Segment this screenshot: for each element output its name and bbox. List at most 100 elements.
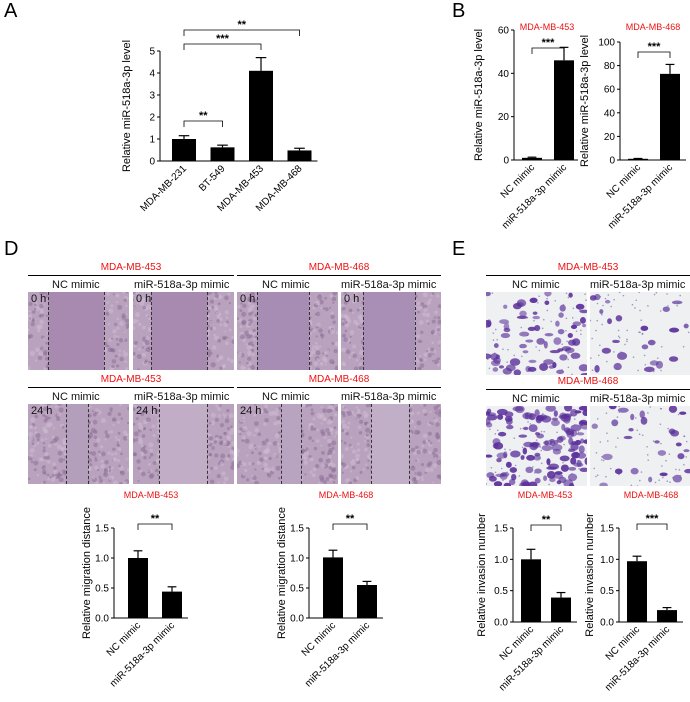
migration-divider-468-0h <box>237 275 441 276</box>
bar <box>323 557 343 618</box>
y-tick-label: 1.0 <box>494 555 508 566</box>
bar <box>172 139 196 161</box>
y-tick-label: 60 <box>498 26 510 37</box>
y-tick-label: 60 <box>604 85 616 96</box>
invasion-label-nc-468: NC mimic <box>512 393 560 405</box>
bar <box>210 147 235 161</box>
panel-letter-a: A <box>4 0 18 22</box>
y-tick-label: 3 <box>149 91 155 102</box>
migration-label-mimic-468-0h: miR-518a-3p mimic <box>341 279 437 291</box>
chart-b-mda-mb-468: MDA-MB-468 0 20 40 60 80 100 Relative miR-518a-… <box>579 22 686 231</box>
panel-letter-b: B <box>452 0 466 22</box>
chart-e-mda-mb-453: MDA-MB-453 0.0 0.5 1.0 1.5 Relative invasion … <box>476 490 577 693</box>
invasion-header-453: MDA-MB-453 <box>557 262 619 273</box>
chart-title: MDA-MB-468 <box>626 22 681 32</box>
y-tick-label: 20 <box>498 112 510 123</box>
migration-divider-453-24h <box>28 387 234 388</box>
migration-image-468-nc-0h: 0 h <box>237 292 338 370</box>
migration-image-453-mimic-0h: 0 h <box>133 292 234 370</box>
time-label-0h: 0 h <box>31 293 47 305</box>
y-tick-label: 0.5 <box>494 586 508 597</box>
chart-title: MDA-MB-453 <box>124 490 179 500</box>
y-tick-label: 0 <box>609 156 615 167</box>
x-tick-label: BT-549 <box>197 163 228 194</box>
y-tick-label: 40 <box>498 69 510 80</box>
migration-image-453-nc-0h: 0 h <box>28 292 129 370</box>
significance-bracket <box>636 523 668 530</box>
y-tick-label: 0 <box>149 157 155 168</box>
bar <box>128 558 148 618</box>
y-axis-label: Relative invasion number <box>584 513 596 637</box>
significance-label: *** <box>542 37 556 49</box>
bar <box>287 150 312 161</box>
chart-b-mda-mb-453: MDA-MB-453 0 20 40 60 Relative miR-518a-3p le… <box>473 22 578 231</box>
bar <box>551 597 571 622</box>
y-tick-label: 1.0 <box>290 554 304 565</box>
time-label-0h: 0 h <box>344 293 360 305</box>
time-label-0h: 0 h <box>240 293 256 305</box>
y-tick-label: 1 <box>149 135 155 146</box>
bar <box>657 610 677 622</box>
y-tick-label: 20 <box>604 132 616 143</box>
y-tick-label: 1.5 <box>600 524 614 535</box>
bar <box>357 585 377 618</box>
migration-label-nc-453-24h: NC mimic <box>52 391 100 403</box>
y-axis-label: Relative miR-518a-3p level <box>473 29 485 161</box>
migration-header-453-0h: MDA-MB-453 <box>100 262 162 273</box>
bar <box>522 157 542 160</box>
invasion-image-468-nc <box>486 406 587 486</box>
chart-title: MDA-MB-453 <box>520 22 575 32</box>
migration-label-nc-453-0h: NC mimic <box>52 279 100 291</box>
time-label-24h: 24 h <box>240 405 262 417</box>
migration-label-mimic-453-24h: miR-518a-3p mimic <box>134 391 230 403</box>
x-tick-label: miR-518a-3p mimic <box>606 162 675 231</box>
x-tick-label: MDA-MB-231 <box>139 163 190 214</box>
significance-bracket <box>332 523 368 530</box>
y-tick-label: 0.0 <box>494 618 508 629</box>
invasion-divider-468 <box>486 389 690 390</box>
y-axis-label: Relative miR-518a-3p level <box>579 35 591 167</box>
significance-label: ** <box>237 19 246 31</box>
chart-title: MDA-MB-468 <box>624 490 679 500</box>
migration-header-453-24h: MDA-MB-453 <box>100 374 162 385</box>
y-tick-label: 5 <box>149 47 155 58</box>
invasion-image-453-mimic <box>590 292 690 375</box>
significance-bracket <box>183 43 262 50</box>
panel-letter-e: E <box>452 238 466 260</box>
bar <box>554 60 574 161</box>
significance-label: ** <box>151 513 160 525</box>
chart-a-cell-line-expression: 0 1 2 3 4 5 Relative miR-518a-3p level MDA-MB-2… <box>121 19 318 214</box>
time-label-0h: 0 h <box>136 293 152 305</box>
significance-label: *** <box>646 513 660 525</box>
migration-divider-468-24h <box>237 387 441 388</box>
y-axis-label: Relative migration distance <box>81 507 93 639</box>
y-tick-label: 0.0 <box>600 618 614 629</box>
significance-bracket <box>183 29 300 36</box>
migration-label-mimic-453-0h: miR-518a-3p mimic <box>134 279 230 291</box>
y-tick-label: 0.5 <box>95 584 109 595</box>
chart-title: MDA-MB-468 <box>319 490 374 500</box>
migration-header-468-0h: MDA-MB-468 <box>308 262 370 273</box>
invasion-label-mimic-468: miR-518a-3p mimic <box>590 393 686 405</box>
migration-image-453-mimic-24h: 24 h <box>133 404 234 484</box>
y-axis-label: Relative invasion number <box>476 513 488 637</box>
significance-bracket <box>137 523 173 530</box>
bar <box>162 591 182 618</box>
migration-image-468-mimic-0h: 0 h <box>341 292 441 370</box>
y-tick-label: 0.5 <box>290 584 304 595</box>
chart-title: MDA-MB-453 <box>518 490 573 500</box>
chart-e-mda-mb-468: MDA-MB-468 0.0 0.5 1.0 1.5 Relative invasion … <box>584 490 683 693</box>
invasion-label-nc-453: NC mimic <box>512 279 560 291</box>
significance-label: ** <box>199 110 208 122</box>
significance-bracket <box>530 524 562 531</box>
y-tick-label: 0.0 <box>290 614 304 625</box>
bar <box>628 158 648 160</box>
invasion-header-468: MDA-MB-468 <box>557 376 619 387</box>
migration-header-468-24h: MDA-MB-468 <box>308 374 370 385</box>
y-tick-label: 2 <box>149 113 155 124</box>
invasion-divider-453 <box>486 275 690 276</box>
bar <box>521 559 541 622</box>
y-tick-label: 40 <box>604 108 616 119</box>
invasion-image-453-nc <box>486 292 587 375</box>
